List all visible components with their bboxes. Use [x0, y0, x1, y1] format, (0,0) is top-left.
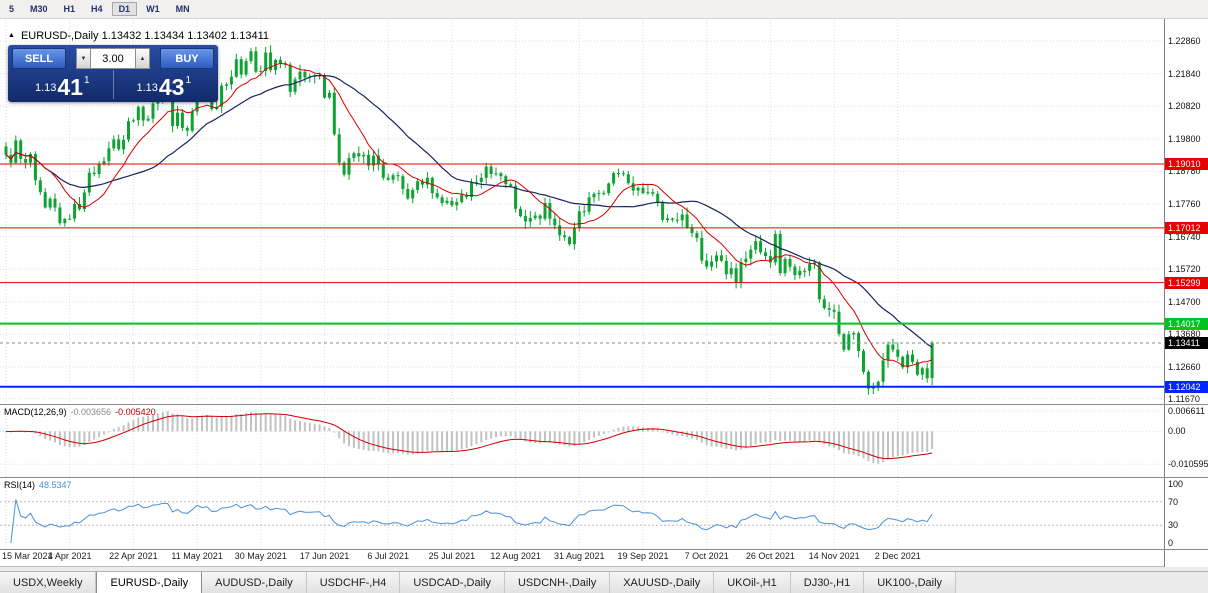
date-label: 15 Mar 2021 — [2, 551, 53, 561]
chart-tab-ukoil-h1[interactable]: UKOil-,H1 — [714, 572, 791, 593]
chart-title-text: EURUSD-,Daily 1.13432 1.13434 1.13402 1.… — [20, 30, 270, 42]
date-label: 7 Oct 2021 — [684, 551, 729, 561]
date-label: 14 Nov 2021 — [808, 551, 860, 561]
one-click-trading-panel: SELL ▼ ▲ BUY 1.13 41 1 1.13 — [8, 45, 218, 102]
volume-decrease-button[interactable]: ▼ — [76, 48, 91, 69]
buy-price-big: 43 — [158, 74, 185, 100]
chart-tab-usdx-weekly[interactable]: USDX,Weekly — [0, 572, 97, 593]
volume-input[interactable] — [91, 48, 135, 69]
volume-increase-button[interactable]: ▲ — [135, 48, 150, 69]
triangle-down-icon: ▼ — [80, 55, 87, 62]
pane-separator-rsi[interactable] — [0, 477, 1208, 478]
pane-separator-macd[interactable] — [0, 404, 1208, 405]
date-label: 6 Jul 2021 — [367, 551, 409, 561]
buy-button[interactable]: BUY — [160, 48, 214, 69]
buy-price[interactable]: 1.13 43 1 — [114, 70, 215, 99]
date-label: 2 Dec 2021 — [874, 551, 921, 561]
price-tick: 1.19800 — [1168, 133, 1201, 144]
pane-separator-dates — [0, 549, 1208, 550]
price-tick: 70 — [1168, 496, 1179, 507]
timeframe-toolbar: 5 M30 H1 H4 D1 W1 MN — [0, 0, 1208, 19]
sell-price-sup: 1 — [83, 75, 90, 86]
timeframe-h1[interactable]: H1 — [63, 4, 76, 14]
sell-price[interactable]: 1.13 41 1 — [12, 70, 114, 99]
chart-window: ▲ EURUSD-,Daily 1.13432 1.13434 1.13402 … — [0, 19, 1208, 567]
price-level-badge: 1.14017 — [1165, 317, 1208, 330]
price-tick: 1.12660 — [1168, 361, 1201, 372]
date-label: 11 May 2021 — [171, 551, 223, 561]
date-label: 22 Apr 2021 — [109, 551, 158, 561]
price-tick: 0 — [1168, 538, 1174, 549]
timeframe-d1[interactable]: D1 — [111, 2, 138, 16]
price-tick: 1.21840 — [1168, 68, 1201, 79]
price-level-badge: 1.17012 — [1165, 221, 1208, 234]
date-label: 25 Jul 2021 — [428, 551, 476, 561]
trade-prices-row: 1.13 41 1 1.13 43 1 — [12, 70, 214, 99]
price-tick: 0.006611 — [1168, 405, 1205, 416]
rsi-label: RSI(14) 48.5347 — [4, 480, 72, 490]
price-tick: 30 — [1168, 520, 1179, 531]
price-tick: -0.010595 — [1168, 459, 1208, 470]
current-price-badge: 1.13411 — [1165, 336, 1208, 349]
price-tick: 100 — [1168, 478, 1184, 489]
date-label: 26 Oct 2021 — [745, 551, 795, 561]
timeframe-m5[interactable]: 5 — [9, 4, 15, 14]
price-level-badge: 1.15299 — [1165, 276, 1208, 289]
buy-price-sup: 1 — [185, 75, 192, 86]
chart-plot-area[interactable]: ▲ EURUSD-,Daily 1.13432 1.13434 1.13402 … — [0, 19, 1164, 567]
sell-price-prefix: 1.13 — [34, 82, 57, 94]
date-label: 30 May 2021 — [234, 551, 287, 561]
triangle-up-icon: ▲ — [139, 55, 146, 62]
price-tick: 1.13680 — [1168, 329, 1201, 340]
date-label: 4 Apr 2021 — [47, 551, 92, 561]
timeframe-m30[interactable]: M30 — [30, 4, 48, 14]
chart-title: ▲ EURUSD-,Daily 1.13432 1.13434 1.13402 … — [8, 30, 269, 42]
price-tick: 1.15720 — [1168, 264, 1201, 275]
date-label: 31 Aug 2021 — [554, 551, 605, 561]
price-tick: 1.22860 — [1168, 35, 1201, 46]
macd-signal-value: -0.005420 — [115, 407, 156, 417]
price-level-badge: 1.12042 — [1165, 380, 1208, 393]
macd-main-value: -0.003656 — [70, 407, 112, 417]
date-label: 17 Jun 2021 — [299, 551, 350, 561]
chart-tab-usdcnh-daily[interactable]: USDCNH-,Daily — [504, 572, 611, 593]
sell-price-big: 41 — [57, 74, 83, 100]
chart-tab-xauusd-daily[interactable]: XAUUSD-,Daily — [610, 572, 715, 593]
price-tick: 1.20820 — [1168, 101, 1201, 112]
volume-group: ▼ ▲ — [70, 48, 156, 69]
price-axis[interactable]: 1.22860 1.21840 1.20820 1.19800 1.18780 1.177… — [1164, 19, 1208, 567]
collapse-icon[interactable]: ▲ — [8, 32, 15, 39]
trade-controls-row: SELL ▼ ▲ BUY — [12, 48, 214, 69]
chart-tabs-bar: USDX,Weekly EURUSD-,Daily AUDUSD-,Daily USD… — [0, 571, 1208, 593]
chart-tab-audusd-daily[interactable]: AUDUSD-,Daily — [202, 572, 307, 593]
chart-tab-dj30-h1[interactable]: DJ30-,H1 — [790, 572, 865, 593]
price-tick: 0.00 — [1168, 426, 1186, 437]
chart-tab-uk100-daily[interactable]: UK100-,Daily — [864, 572, 957, 593]
chart-tab-eurusd-daily[interactable]: EURUSD-,Daily — [96, 572, 203, 593]
timeframe-w1[interactable]: W1 — [146, 4, 160, 14]
timeframe-mn[interactable]: MN — [175, 4, 190, 14]
macd-label: MACD(12,26,9) -0.003656 -0.005420 — [4, 407, 156, 417]
rsi-value: 48.5347 — [39, 480, 72, 490]
buy-price-prefix: 1.13 — [136, 82, 158, 94]
price-tick: 1.14700 — [1168, 296, 1201, 307]
price-tick: 1.17760 — [1168, 198, 1201, 209]
date-label: 12 Aug 2021 — [490, 551, 541, 561]
price-tick: 1.18780 — [1168, 166, 1201, 177]
price-level-badge: 1.19010 — [1165, 158, 1208, 171]
sell-button[interactable]: SELL — [12, 48, 66, 69]
rsi-name: RSI(14) — [4, 480, 36, 490]
price-tick: 1.16740 — [1168, 231, 1201, 242]
chart-tab-usdchf-h4[interactable]: USDCHF-,H4 — [306, 572, 401, 593]
macd-name: MACD(12,26,9) — [4, 407, 67, 417]
timeframe-h4[interactable]: H4 — [91, 4, 103, 14]
price-tick: 1.11670 — [1168, 393, 1200, 404]
date-label: 19 Sep 2021 — [617, 551, 669, 561]
chart-tab-usdcad-daily[interactable]: USDCAD-,Daily — [400, 572, 505, 593]
